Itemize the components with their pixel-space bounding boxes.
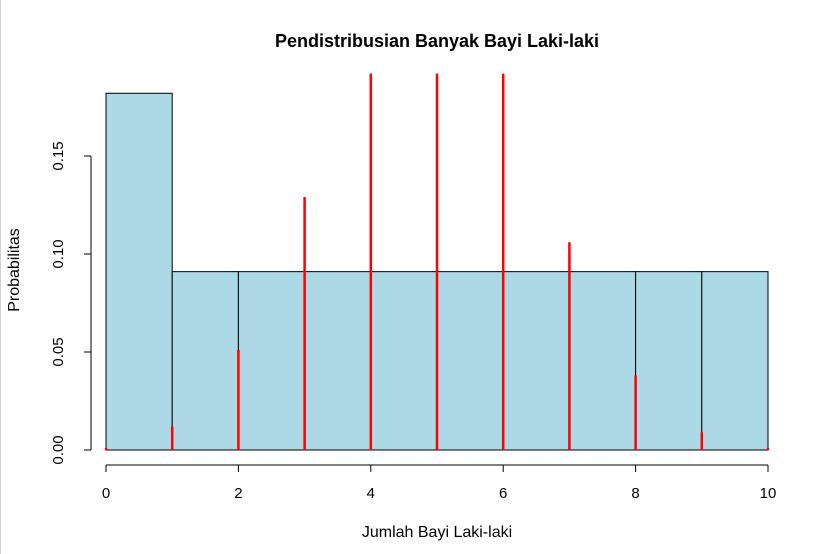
histogram-bar-1 <box>171 271 239 451</box>
x-axis-label: Jumlah Bayi Laki-laki <box>362 524 512 541</box>
histogram-bar-3 <box>635 271 703 451</box>
x-tick-label-2: 2 <box>234 485 242 502</box>
histogram-bar-0 <box>105 92 173 451</box>
x-tick-label-4: 4 <box>367 485 375 502</box>
y-tick-label-0.15: 0.15 <box>50 141 67 170</box>
frame-edge <box>0 0 1 554</box>
probability-spikes <box>104 73 770 450</box>
x-tick-label-0: 0 <box>102 485 110 502</box>
y-axis-label: Probabilitas <box>6 228 23 312</box>
x-tick-label-6: 6 <box>499 485 507 502</box>
chart-title: Pendistribusian Banyak Bayi Laki-laki <box>275 31 599 51</box>
y-tick-label-0.00: 0.00 <box>50 435 67 464</box>
y-tick-label-0.10: 0.10 <box>50 239 67 268</box>
x-tick-label-8: 8 <box>631 485 639 502</box>
y-axis: 0.00 0.05 0.10 0.15 <box>50 141 92 465</box>
x-tick-label-10: 10 <box>760 485 777 502</box>
histogram-bar-4 <box>701 271 769 451</box>
y-tick-label-0.05: 0.05 <box>50 337 67 366</box>
x-axis: 0 2 4 6 8 10 <box>102 464 777 502</box>
